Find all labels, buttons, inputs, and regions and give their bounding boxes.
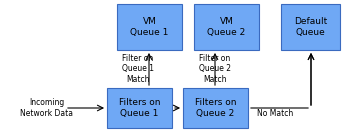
Text: VM
Queue 2: VM Queue 2 bbox=[208, 17, 246, 37]
Text: VM
Queue 1: VM Queue 1 bbox=[130, 17, 169, 37]
FancyBboxPatch shape bbox=[117, 4, 182, 50]
FancyBboxPatch shape bbox=[183, 88, 248, 128]
Text: Incoming
Network Data: Incoming Network Data bbox=[21, 98, 73, 118]
FancyBboxPatch shape bbox=[194, 4, 259, 50]
Text: Filters on
Queue 1: Filters on Queue 1 bbox=[119, 98, 160, 118]
FancyBboxPatch shape bbox=[281, 4, 340, 50]
Text: Filters on
Queue 2: Filters on Queue 2 bbox=[195, 98, 236, 118]
Text: Filter on
Queue 2
Match: Filter on Queue 2 Match bbox=[199, 54, 231, 84]
Text: Filter on
Queue 1
Match: Filter on Queue 1 Match bbox=[122, 54, 154, 84]
Text: No Match: No Match bbox=[257, 109, 293, 118]
Text: Default
Queue: Default Queue bbox=[294, 17, 327, 37]
FancyBboxPatch shape bbox=[107, 88, 172, 128]
